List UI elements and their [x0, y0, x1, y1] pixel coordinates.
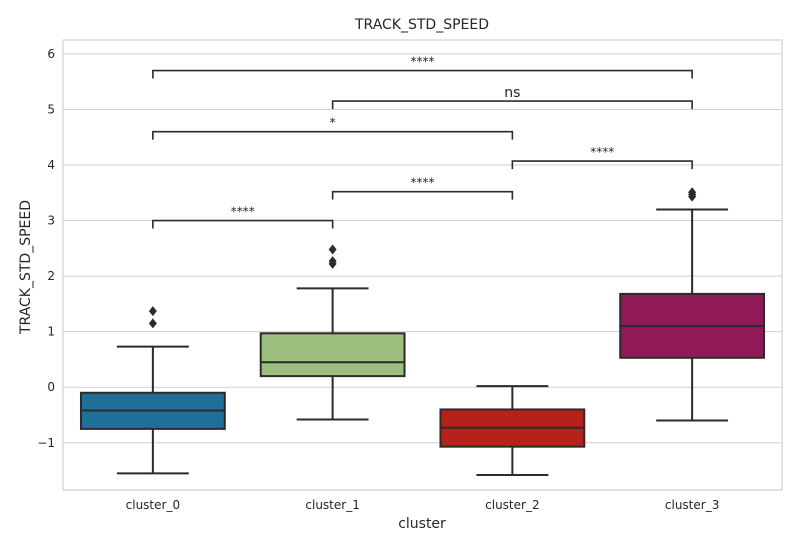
x-tick-label: cluster_0: [126, 498, 180, 512]
y-tick-label: −1: [37, 436, 55, 450]
annotation-label: ns: [504, 85, 520, 101]
box-cluster_3: [619, 187, 766, 422]
plot-frame: [62, 39, 783, 491]
y-tick-label: 6: [47, 47, 55, 61]
x-tick-label: cluster_2: [485, 498, 539, 512]
box-series: [79, 187, 766, 476]
x-axis-label: cluster: [398, 516, 446, 532]
box-iqr: [259, 332, 406, 378]
y-tick-label: 3: [47, 214, 55, 228]
box-cluster_1: [259, 244, 406, 421]
x-tick-label: cluster_3: [665, 498, 719, 512]
y-axis-ticks: −1 0 1 2 3 4 5 6: [37, 47, 55, 450]
y-axis-label: TRACK_STD_SPEED: [18, 200, 34, 335]
outlier-point: [328, 244, 337, 255]
outlier-point: [148, 318, 157, 329]
annotation-label: ****: [231, 205, 255, 219]
annotation-bracket: [152, 219, 334, 229]
outlier-point: [328, 256, 337, 267]
x-tick-label: cluster_1: [305, 498, 359, 512]
annotation-label: ****: [590, 145, 614, 159]
annotation-label: ****: [411, 176, 435, 190]
y-tick-label: 2: [47, 269, 55, 283]
x-axis-ticks: cluster_0 cluster_1 cluster_2 cluster_3: [126, 498, 720, 512]
annotation-bracket: [331, 190, 514, 200]
y-tick-label: 4: [47, 158, 55, 172]
annotation-cluster_0-cluster_1: ****: [152, 205, 334, 229]
annotation-cluster_1-cluster_3: ns: [331, 85, 693, 110]
plot-area-border: [62, 39, 783, 491]
annotation-cluster_0-cluster_3: ****: [152, 55, 693, 79]
significance-annotations: *************ns****: [152, 55, 693, 229]
annotation-bracket: [511, 160, 693, 170]
y-tick-label: 5: [47, 102, 55, 116]
annotation-label: *: [330, 116, 336, 130]
outlier-point: [148, 306, 157, 317]
annotation-cluster_1-cluster_2: ****: [331, 176, 514, 200]
box-cluster_2: [439, 385, 586, 476]
y-tick-label: 0: [47, 380, 55, 394]
annotation-cluster_0-cluster_2: *: [152, 116, 514, 140]
annotation-bracket: [152, 130, 514, 140]
chart-title: TRACK_STD_SPEED: [354, 17, 489, 33]
box-cluster_0: [79, 306, 226, 475]
annotation-cluster_2-cluster_3: ****: [511, 145, 693, 170]
annotation-bracket: [152, 69, 693, 79]
annotation-label: ****: [411, 55, 435, 69]
annotation-bracket: [331, 100, 693, 110]
y-tick-label: 1: [47, 325, 55, 339]
outlier-point: [688, 187, 697, 198]
